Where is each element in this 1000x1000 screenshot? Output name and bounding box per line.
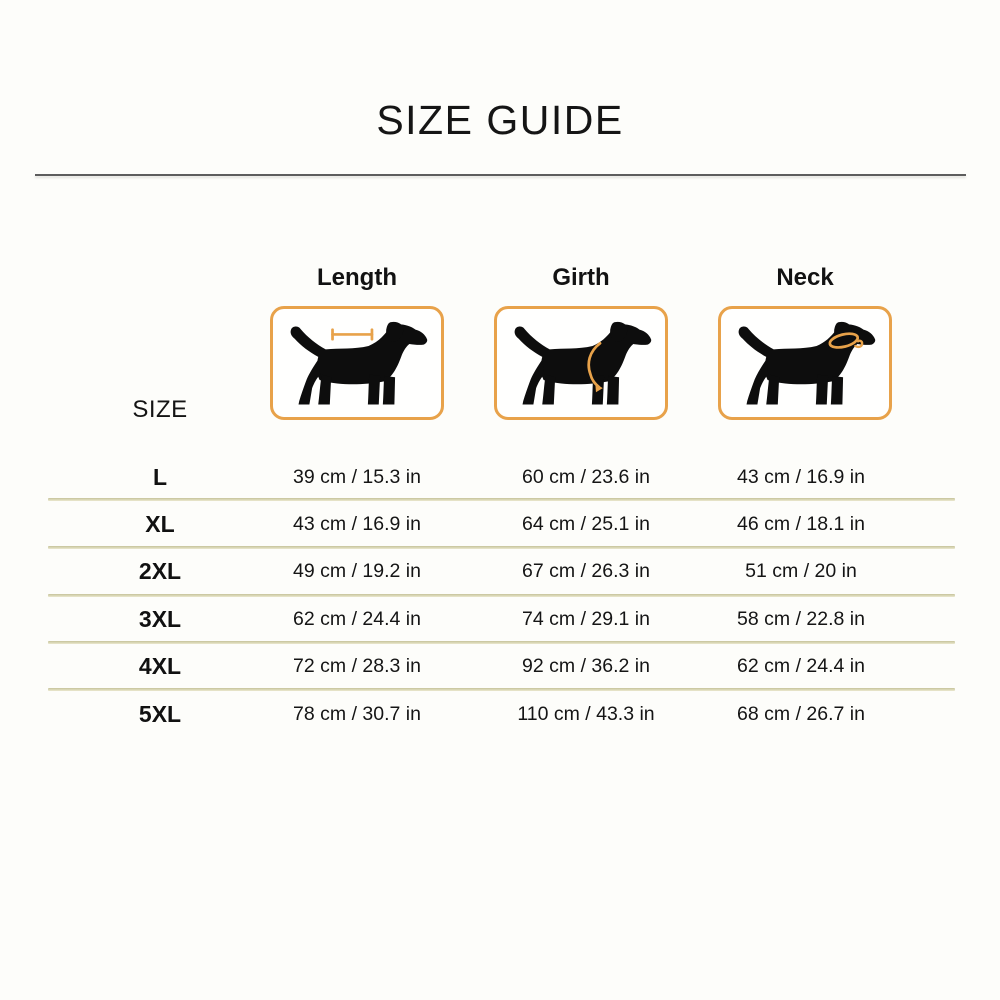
row-divider [48, 594, 955, 597]
size-cell: XL [145, 511, 175, 537]
dog-length-icon [290, 321, 428, 405]
dog-neck-diagram [718, 306, 892, 420]
neck-cell: 51 cm / 20 in [745, 560, 857, 582]
neck-cell: 46 cm / 18.1 in [737, 513, 865, 535]
table-row-l: L 39 cm / 15.3 in 60 cm / 23.6 in 43 cm … [0, 455, 1000, 500]
table-row-3xl: 3XL 62 cm / 24.4 in 74 cm / 29.1 in 58 c… [0, 597, 1000, 642]
length-cell: 72 cm / 28.3 in [293, 655, 421, 677]
title-divider [35, 174, 966, 176]
girth-cell: 60 cm / 23.6 in [522, 466, 650, 488]
girth-cell: 74 cm / 29.1 in [522, 608, 650, 630]
size-column-header: SIZE [132, 396, 188, 423]
length-cell: 78 cm / 30.7 in [293, 703, 421, 725]
size-cell: 4XL [138, 653, 182, 679]
dog-neck-icon [738, 321, 876, 405]
neck-cell: 43 cm / 16.9 in [737, 466, 865, 488]
row-divider [48, 498, 955, 501]
row-divider [48, 546, 955, 549]
girth-cell: 67 cm / 26.3 in [522, 560, 650, 582]
neck-cell: 58 cm / 22.8 in [737, 608, 865, 630]
girth-cell: 110 cm / 43.3 in [517, 703, 655, 725]
girth-cell: 92 cm / 36.2 in [522, 655, 650, 677]
girth-cell: 64 cm / 25.1 in [522, 513, 650, 535]
length-cell: 62 cm / 24.4 in [293, 608, 421, 630]
neck-cell: 62 cm / 24.4 in [737, 655, 865, 677]
dog-length-diagram [270, 306, 444, 420]
column-header-length: Length [317, 264, 397, 291]
dog-girth-icon [514, 321, 652, 405]
row-divider [48, 688, 955, 691]
size-cell: 2XL [138, 558, 182, 584]
column-header-neck: Neck [776, 264, 834, 291]
table-row-xl: XL 43 cm / 16.9 in 64 cm / 25.1 in 46 cm… [0, 502, 1000, 547]
length-cell: 49 cm / 19.2 in [293, 560, 421, 582]
size-cell: 3XL [138, 606, 182, 632]
dog-girth-diagram [494, 306, 668, 420]
row-divider [48, 641, 955, 644]
neck-cell: 68 cm / 26.7 in [737, 703, 865, 725]
table-row-4xl: 4XL 72 cm / 28.3 in 92 cm / 36.2 in 62 c… [0, 644, 1000, 689]
length-cell: 39 cm / 15.3 in [293, 466, 421, 488]
column-header-girth: Girth [552, 264, 610, 291]
table-row-5xl: 5XL 78 cm / 30.7 in 110 cm / 43.3 in 68 … [0, 692, 1000, 737]
length-cell: 43 cm / 16.9 in [293, 513, 421, 535]
table-row-2xl: 2XL 49 cm / 19.2 in 67 cm / 26.3 in 51 c… [0, 549, 1000, 594]
page-title: SIZE GUIDE [376, 97, 624, 143]
size-cell: 5XL [138, 701, 182, 727]
size-cell: L [152, 464, 168, 490]
